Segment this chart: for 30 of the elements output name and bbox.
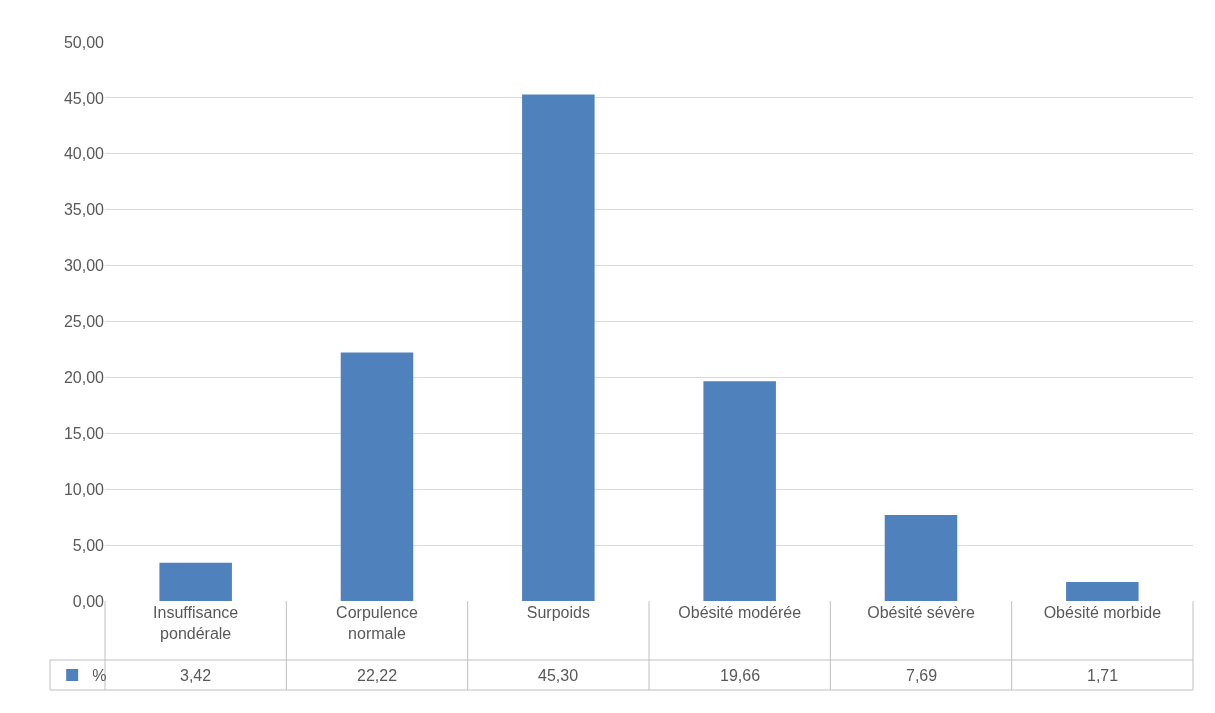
y-tick-label: 40,00 — [63, 145, 105, 163]
data-label: 19,66 — [720, 667, 761, 684]
y-tick-label: 35,00 — [63, 201, 105, 219]
data-label: 1,71 — [1087, 667, 1119, 684]
data-label: 22,22 — [357, 667, 398, 684]
bar — [703, 381, 776, 601]
y-tick-label: 45,00 — [63, 89, 105, 107]
y-tick-label: 30,00 — [63, 257, 105, 275]
x-tick-label: Surpoids — [526, 604, 590, 621]
bar — [159, 562, 232, 601]
y-tick-label: 15,00 — [63, 424, 105, 442]
data-label: 7,69 — [906, 667, 938, 684]
data-label: 3,42 — [180, 667, 212, 684]
x-tick-label: Insuffisance pondérale — [153, 604, 239, 642]
y-tick-label: 10,00 — [63, 480, 105, 498]
bar — [340, 352, 414, 601]
y-tick-label: 25,00 — [63, 313, 105, 331]
data-label: 45,30 — [538, 667, 579, 684]
y-tick-label: 5,00 — [72, 536, 105, 554]
x-tick-label: Obésité modérée — [678, 604, 802, 621]
bar — [522, 94, 595, 601]
x-tick-label: Obésité sévère — [867, 604, 975, 621]
y-tick-label: 0,00 — [72, 592, 105, 610]
y-tick-label: 50,00 — [63, 33, 105, 51]
y-tick-label: 20,00 — [63, 369, 105, 386]
x-tick-label: Obésité morbide — [1043, 604, 1162, 621]
x-tick-label: Corpulence normale — [336, 604, 419, 642]
bar — [884, 515, 958, 601]
bar — [1066, 581, 1139, 601]
legend-label: % — [92, 667, 107, 685]
